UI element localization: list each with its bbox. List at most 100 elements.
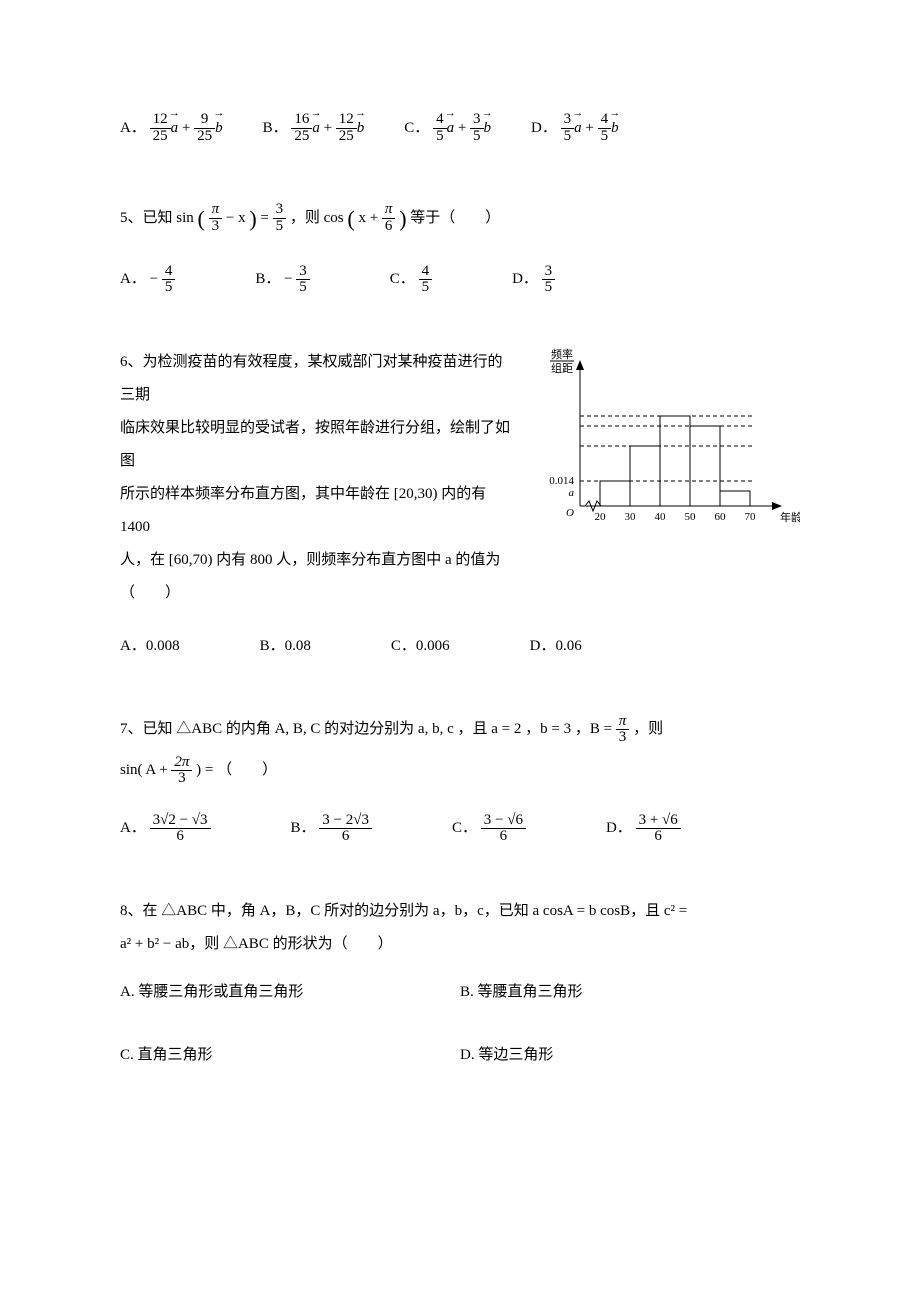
vector-b: b <box>611 110 619 145</box>
q7-option-A: A． 3√2 − √36 <box>120 812 211 845</box>
histogram-svg: 频率 组距 <box>530 346 800 536</box>
frac: 1625 <box>291 112 312 145</box>
text: ，则 <box>633 721 663 737</box>
frac: π6 <box>382 202 396 235</box>
label: B． <box>263 120 288 136</box>
frac: 3 − √66 <box>481 813 526 846</box>
vector-b: b <box>484 110 492 145</box>
q8-option-A: A. 等腰三角形或直角三角形 <box>120 976 460 1009</box>
vector-b: b <box>215 110 223 145</box>
label: D． <box>531 120 557 136</box>
text: 等于（ ） <box>410 210 500 226</box>
q7-expr: sin( A + 2π3 ) = （ ） <box>120 754 800 787</box>
x-tick-label: 50 <box>685 511 697 523</box>
q7-stem: 7、已知 △ABC 的内角 A, B, C 的对边分别为 a, b, c ，且 … <box>120 713 800 746</box>
frac: π3 <box>616 714 630 747</box>
label: A． <box>120 120 146 136</box>
y-tick-a: a <box>569 487 575 499</box>
text-line: a² + b² − ab，则 △ABC 的形状为（ ） <box>120 928 800 961</box>
vector-a: a <box>574 110 582 145</box>
x-tick-label: 40 <box>655 511 667 523</box>
ref-lines <box>580 416 755 481</box>
histogram: 频率 组距 <box>530 346 800 549</box>
question-6: 6、为检测疫苗的有效程度，某权威部门对某种疫苗进行的三期 临床效果比较明显的受试… <box>120 346 800 663</box>
frac: 3 − 2√36 <box>319 813 372 846</box>
label: B． <box>255 271 280 287</box>
question-5: 5、已知 sin ( π3 − x ) = 35 ，则 cos ( x + π6… <box>120 195 800 296</box>
question-4-options: A． 1225a + 925b B． 1625a + 1225b C． 45a … <box>120 110 800 145</box>
q6-option-B: B．0.08 <box>260 630 311 663</box>
origin-label: O <box>566 507 574 519</box>
q4-options-row: A． 1225a + 925b B． 1625a + 1225b C． 45a … <box>120 110 800 145</box>
frac: 1225 <box>336 112 357 145</box>
x-tick-label: 60 <box>715 511 727 523</box>
x-tick-label: 20 <box>595 511 607 523</box>
q6-options: A．0.008 B．0.08 C．0.006 D．0.06 <box>120 630 800 663</box>
q5-option-A: A． − 45 <box>120 263 175 296</box>
q5-option-C: C． 45 <box>390 263 432 296</box>
sign: − <box>284 271 292 287</box>
rparen: ) <box>249 206 256 231</box>
x-ticks: 20 30 40 50 60 70 <box>595 511 757 523</box>
vector-b: b <box>357 110 365 145</box>
histogram-bar <box>720 491 750 506</box>
axes <box>576 360 782 511</box>
q8-option-D: D. 等边三角形 <box>460 1039 800 1072</box>
frac: 35 <box>296 264 310 297</box>
y-tick-0014: 0.014 <box>549 475 574 487</box>
q7-option-D: D． 3 + √66 <box>606 812 681 845</box>
question-7: 7、已知 △ABC 的内角 A, B, C 的对边分别为 a, b, c ，且 … <box>120 713 800 845</box>
frac: 45 <box>162 264 176 297</box>
y-axis-label-num: 频率 <box>551 347 573 361</box>
frac: 2π3 <box>171 755 192 788</box>
lparen: ( <box>347 206 354 231</box>
text: 7、已知 △ABC 的内角 A, B, C 的对边分别为 a, b, c ，且 … <box>120 721 616 737</box>
q5-options: A． − 45 B． − 35 C． 45 D． 35 <box>120 263 800 296</box>
label: C． <box>390 271 415 287</box>
y-axis-label-den: 组距 <box>551 361 573 375</box>
text: x + <box>358 210 378 226</box>
rparen: ) <box>399 206 406 231</box>
frac: π3 <box>209 202 223 235</box>
q6-text: 6、为检测疫苗的有效程度，某权威部门对某种疫苗进行的三期 临床效果比较明显的受试… <box>120 346 510 610</box>
text: 5、已知 sin <box>120 210 194 226</box>
label: D． <box>606 820 632 836</box>
histogram-bar <box>600 481 630 506</box>
frac: 925 <box>194 112 215 145</box>
q8-option-C: C. 直角三角形 <box>120 1039 460 1072</box>
frac: 35 <box>273 202 287 235</box>
question-8: 8、在 △ABC 中，角 A，B，C 所对的边分别为 a，b，c，已知 a co… <box>120 895 800 1102</box>
label: C． <box>404 120 429 136</box>
vector-a: a <box>447 110 455 145</box>
q8-options: A. 等腰三角形或直角三角形 B. 等腰直角三角形 C. 直角三角形 D. 等边… <box>120 976 800 1102</box>
q6-option-D: D．0.06 <box>530 630 582 663</box>
label: B． <box>291 820 316 836</box>
frac: 1225 <box>150 112 171 145</box>
text: ，则 cos <box>290 210 344 226</box>
text-line: 6、为检测疫苗的有效程度，某权威部门对某种疫苗进行的三期 <box>120 346 510 412</box>
histogram-bar <box>630 446 660 506</box>
lparen: ( <box>198 206 205 231</box>
q5-option-D: D． 35 <box>512 263 555 296</box>
sign: − <box>150 271 158 287</box>
text-line: 8、在 △ABC 中，角 A，B，C 所对的边分别为 a，b，c，已知 a co… <box>120 895 800 928</box>
frac: 35 <box>542 264 556 297</box>
q4-option-D: D． 35a + 45b <box>531 110 619 145</box>
vector-a: a <box>171 110 179 145</box>
x-tick-label: 30 <box>625 511 637 523</box>
text-line: （ ） <box>120 577 510 610</box>
q4-option-B: B． 1625a + 1225b <box>263 110 365 145</box>
x-tick-label: 70 <box>745 511 757 523</box>
label: C． <box>452 820 477 836</box>
label: A． <box>120 820 146 836</box>
x-axis-label: 年龄/岁 <box>780 510 800 524</box>
q7-option-B: B． 3 − 2√36 <box>291 812 372 845</box>
text: sin( A + <box>120 762 168 778</box>
q8-option-B: B. 等腰直角三角形 <box>460 976 800 1009</box>
q7-options: A． 3√2 − √36 B． 3 − 2√36 C． 3 − √66 D． 3… <box>120 812 800 845</box>
label: A． <box>120 271 146 287</box>
vector-a: a <box>312 110 320 145</box>
q6-option-A: A．0.008 <box>120 630 180 663</box>
frac: 3 + √66 <box>636 813 681 846</box>
text-line: 临床效果比较明显的受试者，按照年龄进行分组，绘制了如图 <box>120 412 510 478</box>
